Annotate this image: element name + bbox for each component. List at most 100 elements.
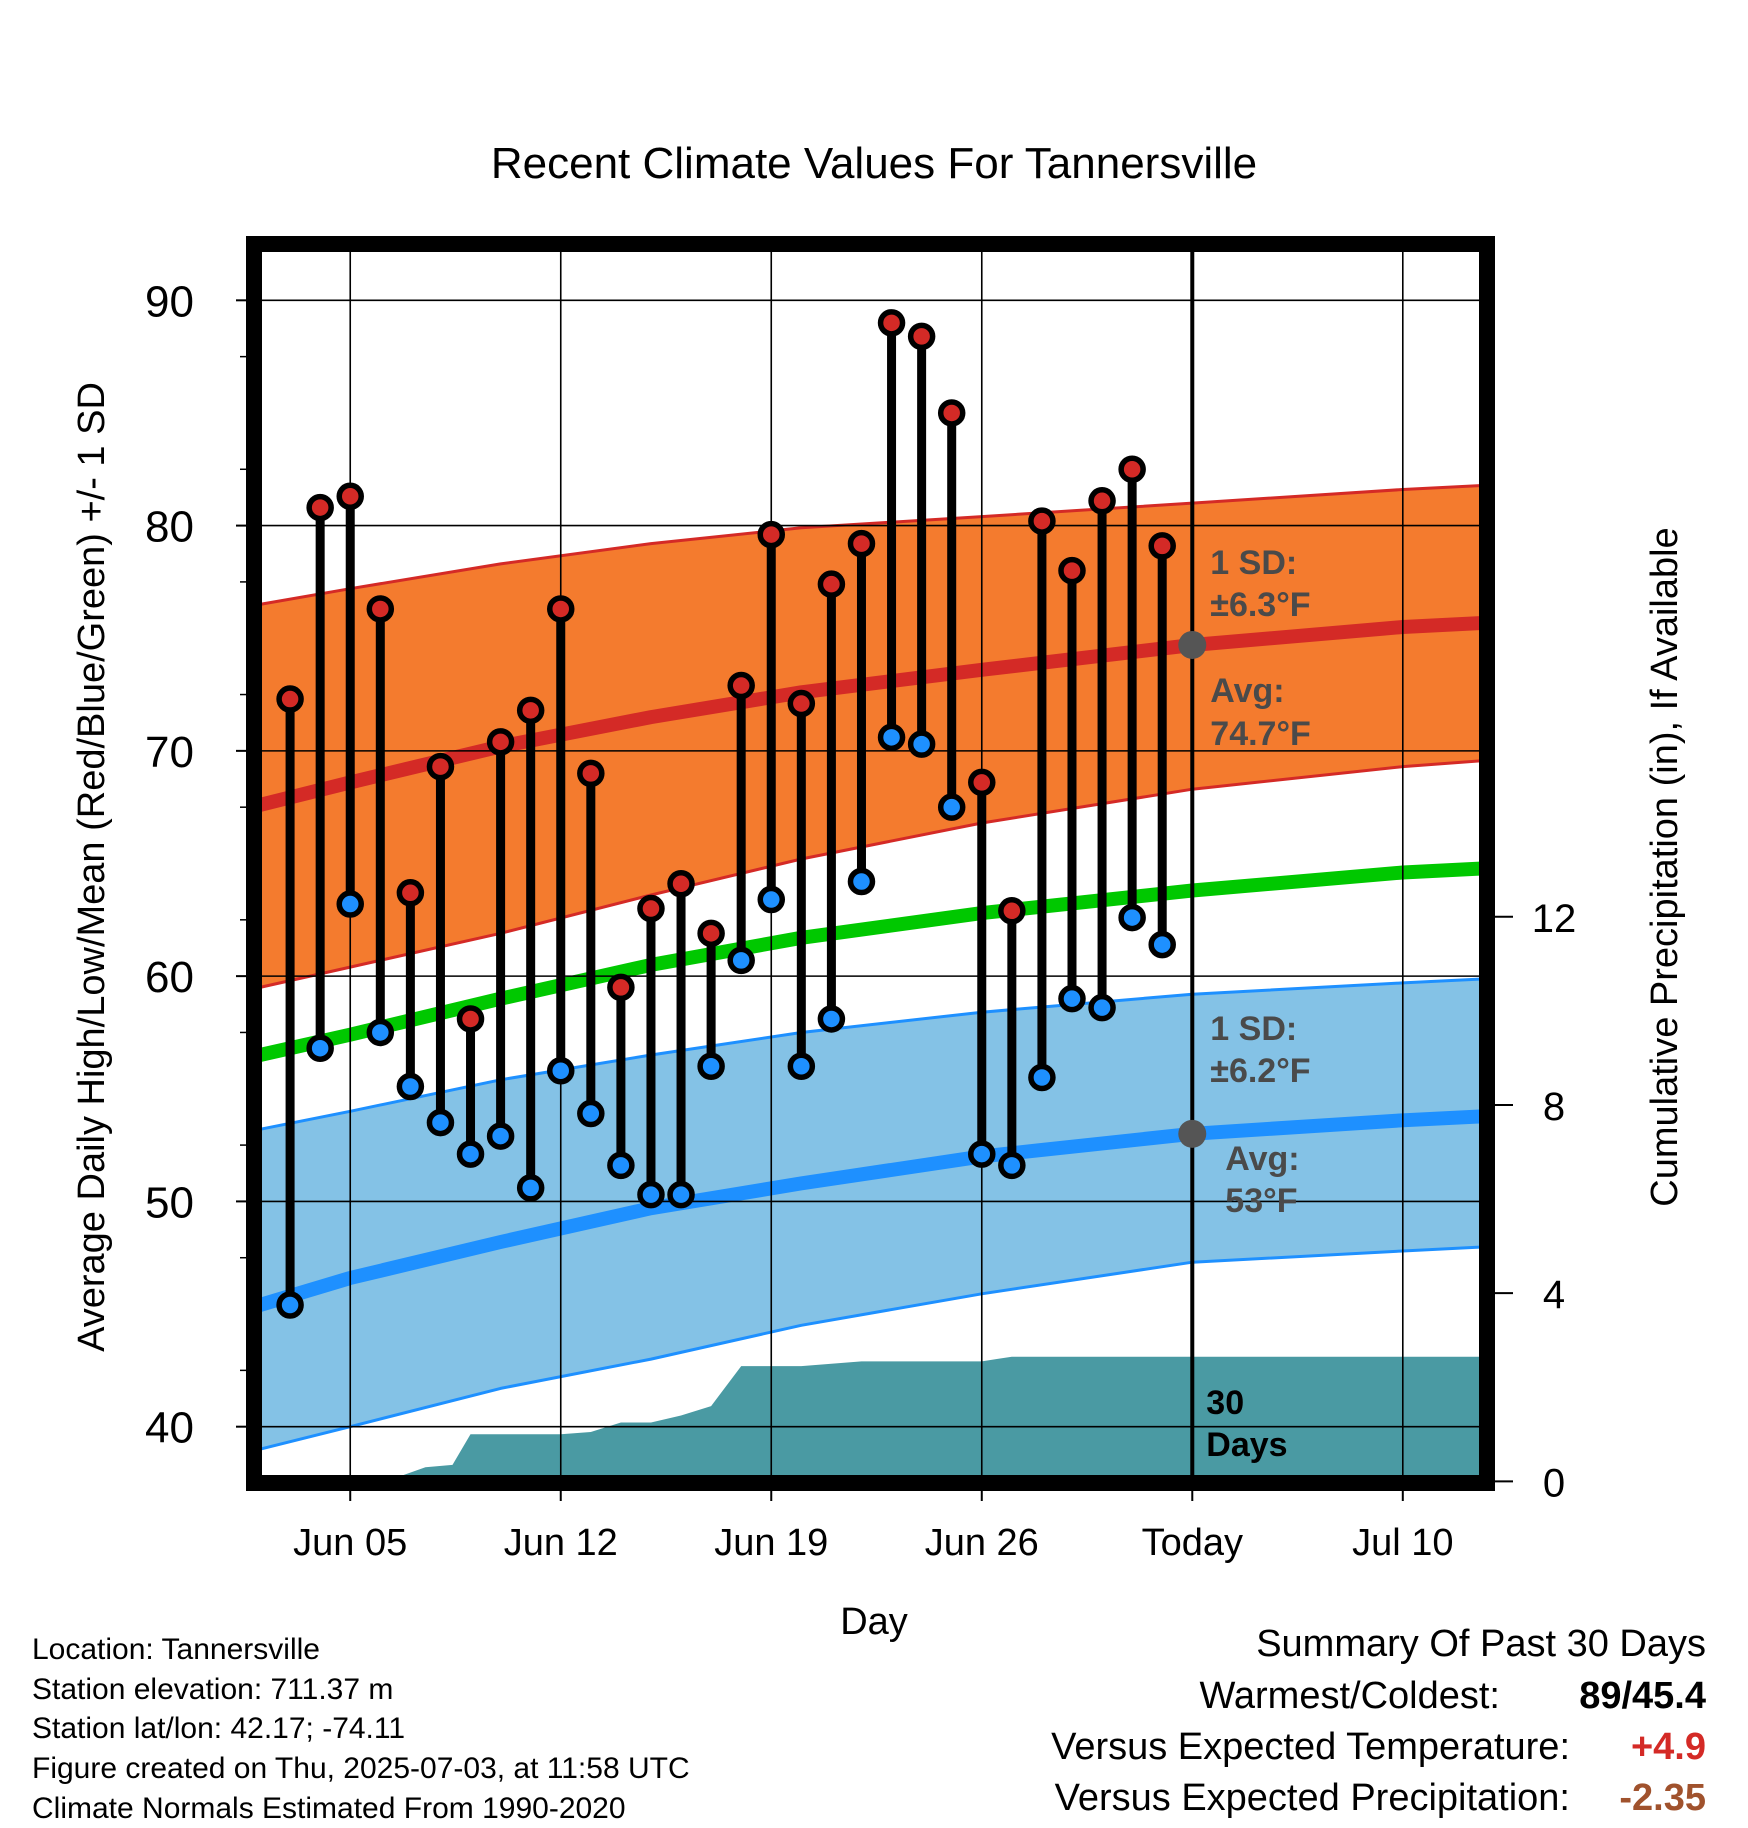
x-tick-label: Jun 26 [925, 1522, 1039, 1564]
high-avg-label: Avg: [1210, 672, 1284, 710]
x-tick-label: Jun 12 [504, 1522, 618, 1564]
summary-precip-label: Versus Expected Precipitation: [1055, 1777, 1570, 1819]
daily-low-point [456, 1140, 485, 1168]
high-band-upper-edge [259, 483, 1487, 606]
daily-high-point [877, 309, 906, 337]
daily-high-point [847, 529, 876, 558]
daily-high-point [667, 870, 695, 898]
daily-high-point [817, 570, 846, 598]
daily-low-point [516, 1174, 545, 1202]
daily-low-point [306, 1034, 334, 1062]
high-sd-value: ±6.3°F [1210, 586, 1310, 624]
low-avg-label: Avg: [1225, 1140, 1299, 1178]
daily-low-point [667, 1180, 695, 1209]
daily-high-point [1058, 556, 1086, 585]
daily-low-point [486, 1122, 515, 1150]
daily-low-point [1058, 984, 1086, 1013]
daily-high-point [1148, 532, 1176, 560]
summary-warmest-value: 89/45.4 [1579, 1675, 1706, 1717]
daily-low-point [817, 1005, 846, 1033]
info-created: Figure created on Thu, 2025-07-03, at 11… [32, 1752, 690, 1785]
window-label-days-count: 30 [1206, 1384, 1244, 1422]
daily-low-point [1088, 993, 1116, 1022]
low-band-lower-edge [259, 1245, 1487, 1451]
daily-high-point [516, 696, 545, 725]
y-tick-label-right: 0 [1543, 1461, 1565, 1505]
daily-high-point [456, 1005, 485, 1033]
y-tick-label-right: 8 [1543, 1085, 1565, 1129]
info-location: Location: Tannersville [32, 1633, 320, 1666]
daily-high-point [757, 520, 786, 549]
summary-precip-value: -2.35 [1619, 1777, 1706, 1819]
x-axis-label: Day [840, 1601, 908, 1643]
station-info: Location: Tannersville Station elevation… [32, 1633, 690, 1825]
daily-low-point [396, 1072, 425, 1101]
plot-area: 1 SD: ±6.3°F Avg: 74.7°F 1 SD: ±6.2°F Avg: 53°F… [246, 236, 1495, 1491]
daily-low-point [877, 723, 906, 752]
daily-high-point [787, 689, 816, 718]
y-tick-label-left: 80 [145, 503, 194, 552]
daily-low-point [577, 1099, 605, 1128]
daily-high-point [637, 894, 665, 923]
daily-low-point [1118, 903, 1146, 932]
x-tick-label: Jul 10 [1352, 1522, 1453, 1564]
daily-low-point [426, 1108, 455, 1137]
normal-low-line [257, 1109, 1487, 1312]
daily-high-point [396, 879, 425, 907]
info-elevation: Station elevation: 711.37 m [32, 1673, 393, 1706]
daily-high-point [276, 685, 304, 713]
daily-high-point [727, 671, 755, 700]
summary-warmest-label: Warmest/Coldest: [1199, 1675, 1500, 1717]
x-tick-label: Today [1142, 1522, 1243, 1564]
daily-high-point [1118, 455, 1146, 484]
y-tick-label-left: 90 [145, 277, 194, 326]
plot-content [254, 244, 1487, 1483]
daily-high-point [366, 595, 395, 623]
daily-high-point [486, 728, 515, 756]
y-tick-label-right: 4 [1543, 1273, 1565, 1317]
daily-low-point [847, 867, 876, 896]
daily-low-point [607, 1151, 635, 1180]
info-normals: Climate Normals Estimated From 1990-2020 [32, 1792, 626, 1825]
daily-low-point [546, 1057, 575, 1085]
low-sd-label: 1 SD: [1210, 1010, 1297, 1048]
window-label-days: Days [1206, 1426, 1287, 1464]
daily-high-point [546, 595, 575, 623]
daily-high-point [998, 897, 1026, 925]
today-low-avg-marker [1178, 1119, 1207, 1148]
today-high-avg-marker [1178, 630, 1207, 659]
low-sd-value: ±6.2°F [1210, 1052, 1310, 1090]
daily-high-point [607, 973, 635, 1002]
daily-low-point [727, 946, 755, 975]
chart-title: Recent Climate Values For Tannersville [491, 139, 1257, 188]
x-tick-label: Jun 05 [293, 1522, 407, 1564]
plot-frame [246, 236, 1495, 1491]
daily-high-point [907, 322, 936, 351]
summary-block: Summary Of Past 30 Days Warmest/Coldest:… [1051, 1623, 1706, 1819]
y-axis-label-left: Average Daily High/Low/Mean (Red/Blue/Gr… [71, 382, 113, 1352]
high-sd-label: 1 SD: [1210, 544, 1297, 582]
low-avg-value: 53°F [1225, 1182, 1297, 1220]
daily-low-point [907, 730, 936, 758]
daily-high-point [697, 919, 725, 948]
x-tick-label: Jun 19 [714, 1522, 828, 1564]
daily-low-point [787, 1052, 816, 1080]
daily-high-point [1028, 507, 1056, 535]
daily-low-point [637, 1180, 665, 1209]
y-tick-label-left: 70 [145, 728, 194, 777]
daily-low-point [1028, 1063, 1056, 1092]
y-tick-label-left: 40 [145, 1404, 194, 1453]
daily-high-point [306, 493, 334, 522]
daily-low-point [757, 885, 786, 914]
high-avg-value: 74.7°F [1210, 715, 1311, 753]
summary-temp-label: Versus Expected Temperature: [1051, 1726, 1570, 1768]
daily-high-point [937, 399, 966, 427]
axis-ticks: Jun 05 Jun 12 Jun 19 Jun 26 Today Jul 1040506… [145, 277, 1576, 1564]
summary-temp-value: +4.9 [1631, 1726, 1706, 1768]
y-tick-label-right: 12 [1532, 897, 1577, 941]
daily-low-point [336, 890, 364, 918]
daily-high-point [336, 482, 364, 511]
daily-high-point [1088, 487, 1116, 515]
y-axis-label-right: Cumulative Precipitation (in), If Availa… [1644, 527, 1686, 1206]
daily-low-point [276, 1291, 304, 1319]
